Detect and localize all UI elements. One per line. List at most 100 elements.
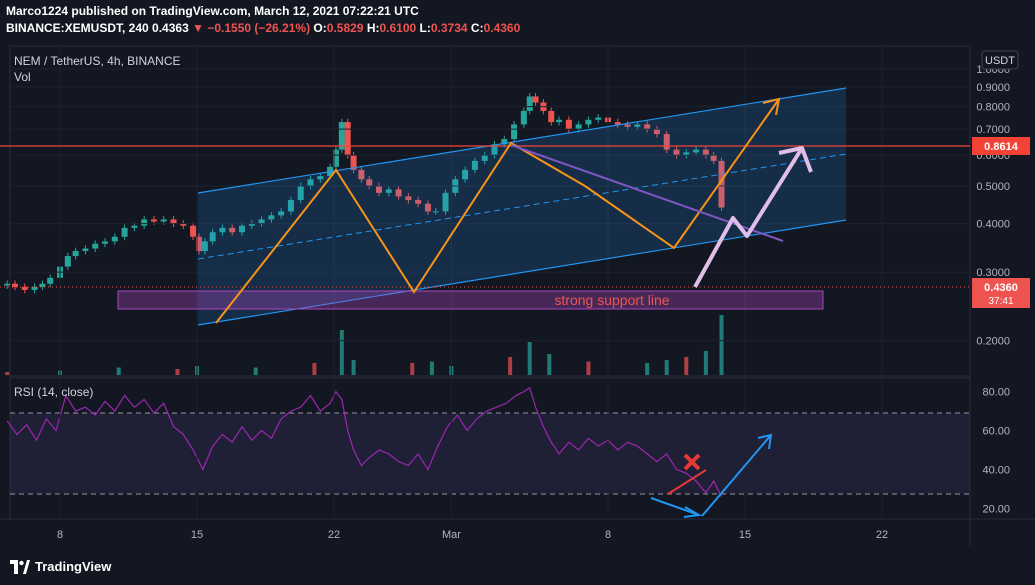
orange-arrow-head <box>762 97 781 116</box>
projected-path[interactable] <box>693 146 804 288</box>
volume-bar <box>547 354 552 375</box>
candle-body <box>4 283 11 286</box>
candle-body <box>565 119 572 130</box>
resistance-tag <box>972 137 1030 155</box>
candle-body <box>556 119 563 123</box>
close-value: 0.4360 <box>483 21 521 35</box>
candle-body <box>82 248 89 252</box>
rsi-band-fill <box>10 413 970 494</box>
price-axis[interactable]: 0.20000.30000.40000.50000.60000.70000.80… <box>10 64 1010 348</box>
rsi-line[interactable] <box>6 386 723 497</box>
volume-bar <box>664 360 669 375</box>
chart-area[interactable]: 0.20000.30000.40000.50000.60000.70000.80… <box>0 0 1035 551</box>
volume-bar <box>175 369 180 375</box>
low-label: L: <box>419 21 431 35</box>
channel-fill <box>198 88 846 325</box>
candle-body <box>111 236 118 242</box>
candle-body <box>307 179 314 186</box>
candle-body <box>219 227 226 233</box>
rsi-legend[interactable]: RSI (14, close) <box>14 385 93 399</box>
candle-body <box>31 286 38 290</box>
rsi-pane[interactable] <box>9 377 971 520</box>
channel-lower-line[interactable] <box>197 219 847 326</box>
candle-body <box>39 283 46 287</box>
open-label: O: <box>313 21 327 35</box>
price-tick-label: 0.5000 <box>976 181 1010 193</box>
tradingview-logo-icon <box>10 559 30 574</box>
candle-body <box>491 144 498 156</box>
candle-body <box>718 160 725 208</box>
rsi-failed-arrow[interactable] <box>667 469 707 495</box>
candle-body <box>653 129 660 135</box>
zigzag-projection[interactable] <box>215 98 780 324</box>
volume-bar <box>684 357 689 375</box>
candle-body <box>702 149 709 156</box>
cross-icon <box>683 453 701 471</box>
rsi-tick-label: 80.00 <box>982 387 1010 399</box>
high-label: H: <box>366 21 380 35</box>
time-tick-label: 15 <box>739 529 751 541</box>
candle-body <box>585 119 592 125</box>
volume-bar <box>645 363 650 375</box>
candle-body <box>338 122 345 150</box>
price-change: −0.1550 (−26.21%) <box>207 21 311 35</box>
candle-body <box>131 225 138 228</box>
candle-body <box>462 169 469 180</box>
candle-body <box>575 124 582 130</box>
candle-body <box>195 236 202 252</box>
candle-body <box>376 185 383 193</box>
tradingview-logo[interactable]: TradingView <box>10 559 111 574</box>
candle-body <box>248 223 255 226</box>
candle-body <box>201 241 208 252</box>
rsi-tick-label: 60.00 <box>982 426 1010 438</box>
candle-body <box>121 227 128 237</box>
volume-bar <box>527 342 532 375</box>
currency-button[interactable] <box>981 50 1019 70</box>
candle-body <box>471 160 478 170</box>
candle-body <box>548 110 555 123</box>
projected-arrow-head <box>778 146 813 173</box>
close-label: C: <box>470 21 484 35</box>
candle-body <box>239 225 246 233</box>
price-pane[interactable] <box>9 45 971 377</box>
candle-body <box>614 122 621 125</box>
candle-body <box>693 149 700 153</box>
candle-body <box>170 219 177 224</box>
price-tick-label: 0.8000 <box>976 102 1010 114</box>
time-tick-label: 22 <box>328 529 340 541</box>
time-axis[interactable]: 8 15 22 Mar 8 15 22 <box>57 46 888 541</box>
last-price: 0.4363 <box>152 21 189 35</box>
candle-body <box>317 176 324 180</box>
symbol-label[interactable]: BINANCE:XEMUSDT, 240 <box>6 21 149 35</box>
candle-body <box>520 110 527 125</box>
candle-body <box>366 179 373 186</box>
candle-body <box>395 189 402 197</box>
candle-body <box>332 149 339 167</box>
candle-body <box>624 124 631 127</box>
candle-body <box>358 169 365 180</box>
price-tick-label: 0.9000 <box>976 82 1010 94</box>
volume-bar <box>5 372 10 375</box>
candle-body <box>405 196 412 201</box>
rsi-axis[interactable]: 20.00 40.00 60.00 80.00 <box>982 387 1010 516</box>
chart-legend-title[interactable]: NEM / TetherUS, 4h, BINANCE <box>14 54 181 68</box>
current-price-text: 0.4360 <box>984 282 1018 294</box>
price-tick-label: 0.4000 <box>976 219 1010 231</box>
open-value: 0.5829 <box>326 21 364 35</box>
time-tick-label: 8 <box>605 529 611 541</box>
time-tick-label: 8 <box>57 529 63 541</box>
candle-body <box>644 124 651 130</box>
channel-upper-line[interactable] <box>197 87 847 194</box>
rsi-divergence-arrow-2[interactable] <box>701 434 772 517</box>
volume-bar <box>703 351 708 375</box>
footer: TradingView <box>0 551 1035 585</box>
current-price-tag <box>972 278 1030 308</box>
candle-body <box>72 251 79 257</box>
candle-body <box>297 185 304 201</box>
support-zone[interactable] <box>117 290 824 310</box>
ohlc-line: BINANCE:XEMUSDT, 240 0.4363 ▼ −0.1550 (−… <box>6 21 520 35</box>
support-label: strong support line <box>554 292 669 308</box>
candle-body <box>532 96 539 103</box>
rsi-divergence-arrow-1[interactable] <box>650 497 700 516</box>
volume-legend[interactable]: Vol <box>14 70 31 84</box>
